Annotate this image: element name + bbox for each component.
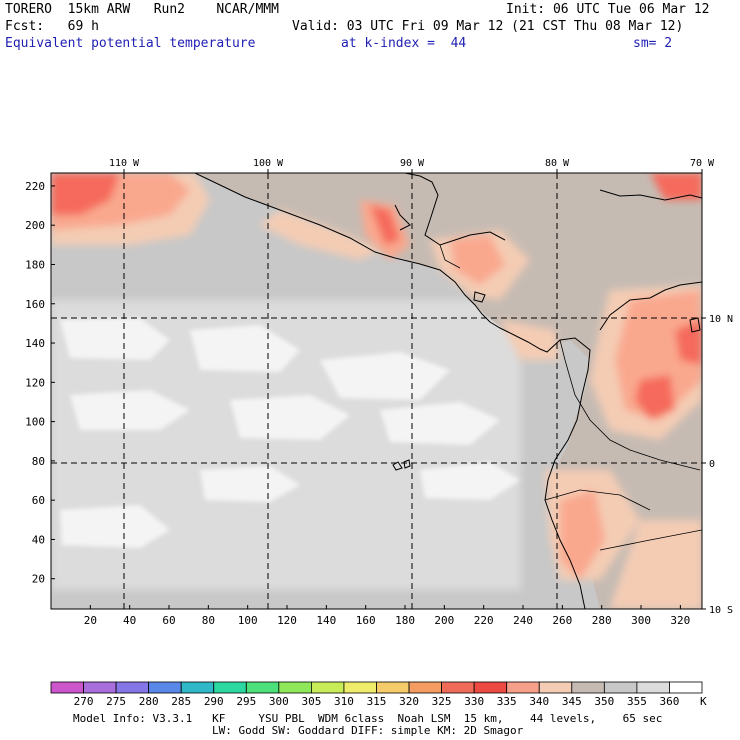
y-axis-tick-label: 220 [25,180,45,193]
color-scale-swatch [571,681,605,694]
color-scale-label: 345 [562,695,582,708]
x-axis-tick-label: 240 [513,614,533,627]
latitude-labels: 10 N 0 10 S [702,314,733,616]
level-index: at k-index = 44 [341,36,467,51]
y-axis-tick-label: 180 [25,258,45,271]
color-scale-swatch [506,681,540,694]
longitude-labels: 110 W 100 W 90 W 80 W 70 W [109,158,715,173]
y-axis-tick-label: 40 [32,533,45,546]
y-axis-tick-label: 100 [25,416,45,429]
smoothing-value: sm= 2 [633,36,673,51]
color-scale-swatch [636,681,670,694]
y-axis-tick-label: 140 [25,337,45,350]
color-scale-label: 290 [204,695,224,708]
x-axis-tick-label: 300 [631,614,651,627]
color-scale-label: 355 [627,695,647,708]
coastlines [194,173,702,609]
lat-lon-grid [51,173,702,609]
color-scale-swatch [83,681,117,694]
valid-time: Valid: 03 UTC Fri 09 Mar 12 (21 CST Thu … [292,19,684,34]
x-axis-tick-label: 60 [162,614,175,627]
color-scale-swatch [441,681,475,694]
color-scale-label: 285 [171,695,191,708]
x-axis-tick-label: 80 [202,614,215,627]
latitude-label: 10 N [709,314,733,325]
color-scale-swatch [376,681,410,694]
x-axis-tick-label: 120 [277,614,297,627]
x-axis-tick-label: 200 [434,614,454,627]
y-axis-tick-label: 80 [32,455,45,468]
color-scale-swatch [213,681,247,694]
init-time: Init: 06 UTC Tue 06 Mar 12 [506,2,710,17]
longitude-label: 80 W [545,158,570,169]
color-scale-swatch [408,681,442,694]
color-scale-swatch [115,681,150,694]
latitude-label: 10 S [709,605,733,616]
equivalent-potential-temperature-field [51,173,702,609]
color-scale-label: 330 [464,695,484,708]
physics-info-line: LW: Godd SW: Goddard DIFF: simple KM: 2D… [212,724,524,737]
color-scale-swatch [310,681,345,694]
color-scale-label: 295 [236,695,256,708]
y-axis-tick-label: 200 [25,219,45,232]
color-scale-unit: K [700,695,707,708]
x-axis-tick-label: 220 [474,614,494,627]
color-scale-label: 315 [367,695,387,708]
color-scale-swatch [538,681,573,694]
longitude-label: 110 W [109,158,140,169]
color-scale-label: 360 [660,695,680,708]
y-axis: 220 200 180 160 140 120 100 80 60 40 20 [25,180,55,586]
model-run-title: TORERO 15km ARW Run2 NCAR/MMM [5,2,279,17]
y-axis-tick-label: 160 [25,298,45,311]
forecast-hour: Fcst: 69 h [5,19,99,34]
color-scale-label: 305 [301,695,321,708]
color-scale-swatch [50,681,84,694]
color-scale-swatch [343,681,377,694]
color-scale-label: 280 [139,695,159,708]
y-axis-tick-label: 120 [25,376,45,389]
x-axis-tick-label: 280 [592,614,612,627]
model-info-line: Model Info: V3.3.1 KF YSU PBL WDM 6class… [73,712,663,725]
latitude-label: 0 [709,459,715,470]
color-scale-label: 275 [106,695,126,708]
color-scale-label: 350 [594,695,614,708]
longitude-label: 90 W [400,158,425,169]
x-axis-tick-label: 40 [123,614,136,627]
color-scale-swatch [669,681,703,694]
x-axis-tick-label: 180 [395,614,415,627]
longitude-label: 70 W [690,158,715,169]
x-axis-tick-label: 320 [670,614,690,627]
y-axis-tick-label: 20 [32,573,45,586]
x-axis: 20 40 60 80 100 120 140 160 180 200 220 240 260 280 30… [84,605,690,627]
x-axis-tick-label: 100 [238,614,258,627]
x-axis-tick-label: 20 [84,614,97,627]
color-scale-swatch [245,681,280,694]
plot-frame [50,172,703,610]
color-scale-swatch [180,681,215,694]
x-axis-tick-label: 140 [316,614,336,627]
y-axis-tick-label: 60 [32,494,45,507]
color-scale-label: 320 [399,695,419,708]
color-scale-label: 340 [529,695,549,708]
color-scale-bar [50,681,703,694]
ocean-high-theta-patches [60,318,520,548]
color-scale-label: 270 [74,695,94,708]
x-axis-tick-label: 160 [356,614,376,627]
color-scale-label: 335 [497,695,517,708]
color-scale-swatch [278,681,312,694]
color-scale-swatch [603,681,638,694]
color-scale-label: 310 [334,695,354,708]
field-name: Equivalent potential temperature [5,36,256,51]
color-scale-swatch [473,681,508,694]
country-borders [439,244,702,551]
color-scale-swatch [148,681,182,694]
x-axis-tick-label: 260 [552,614,572,627]
color-scale-labels: 270 275 280 285 290 295 300 305 310 315 320 325 330 3… [74,695,680,708]
color-scale-label: 325 [432,695,452,708]
longitude-label: 100 W [253,158,284,169]
color-scale-label: 300 [269,695,289,708]
